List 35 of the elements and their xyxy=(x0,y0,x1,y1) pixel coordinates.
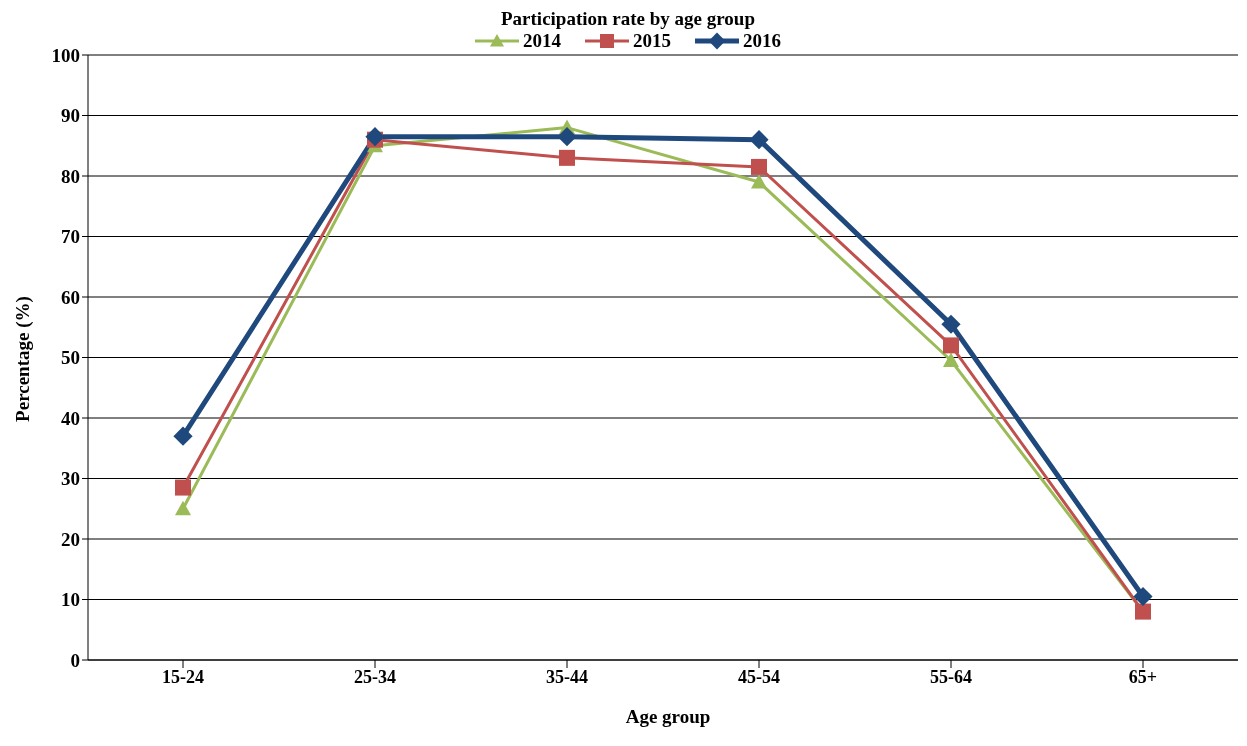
point xyxy=(751,174,767,189)
y-axis-title: Percentage (%) xyxy=(12,295,34,424)
y-tick-label: 60 xyxy=(61,286,80,308)
legend-label: 2015 xyxy=(632,30,671,52)
point xyxy=(175,479,191,496)
y-tick-label: 30 xyxy=(61,468,80,490)
y-tick-label: 0 xyxy=(70,649,80,671)
legend-label: 2014 xyxy=(522,30,561,52)
y-tick-label: 80 xyxy=(61,165,80,187)
point xyxy=(173,426,193,446)
x-tick-label: 25-34 xyxy=(354,666,396,687)
y-tick-label: 50 xyxy=(61,347,80,369)
y-tick-label: 10 xyxy=(61,589,80,611)
x-axis-title: Age group xyxy=(624,706,712,728)
y-tick-label: 40 xyxy=(61,407,80,429)
point xyxy=(943,337,959,354)
y-tick-label: 70 xyxy=(61,226,80,248)
y-tick-label: 90 xyxy=(61,105,80,127)
chart-title: Participation rate by age group xyxy=(500,8,756,30)
point xyxy=(557,127,577,147)
y-tick-label: 100 xyxy=(51,44,80,66)
x-tick-label: 55-64 xyxy=(930,666,972,687)
point xyxy=(175,500,191,516)
point xyxy=(749,130,769,150)
x-tick-label: 15-24 xyxy=(162,666,204,687)
point xyxy=(1133,586,1153,607)
x-tick-label: 45-54 xyxy=(738,666,780,687)
x-tick-label: 65+ xyxy=(1128,666,1158,687)
point xyxy=(943,352,959,367)
x-tick-label: 35-44 xyxy=(546,666,588,687)
legend-label: 2016 xyxy=(742,30,781,52)
point xyxy=(559,149,575,166)
y-tick-label: 20 xyxy=(61,528,80,550)
point xyxy=(751,158,767,175)
point xyxy=(941,314,961,334)
